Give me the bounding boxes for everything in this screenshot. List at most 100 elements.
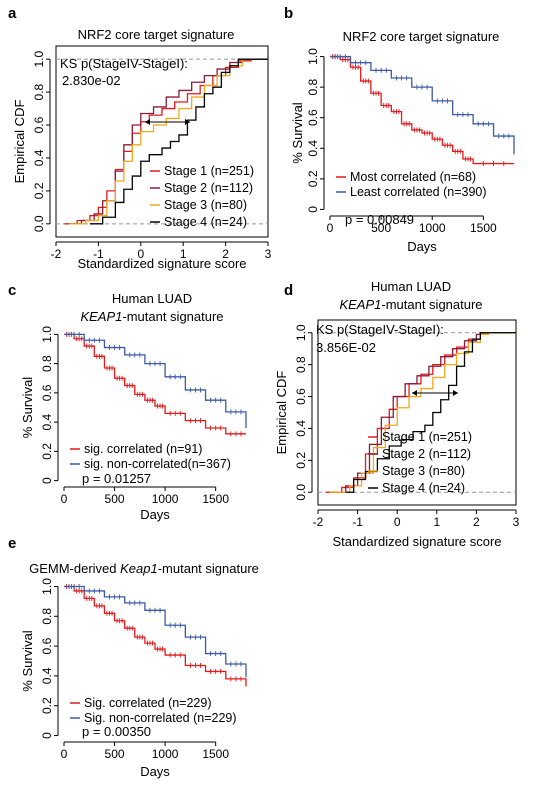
chart-e-x-tick-label: 500 xyxy=(105,747,125,761)
chart-a-ks-value: 2.830e-02 xyxy=(62,73,121,88)
panel-label-e: e xyxy=(8,535,16,552)
chart-a-x-tick-label: -1 xyxy=(93,247,104,261)
chart-c-title-line1: Human LUAD xyxy=(112,291,192,306)
chart-b-y-tick-label: 0.6 xyxy=(306,109,320,126)
chart-e-p-value: p = 0.00350 xyxy=(82,724,151,739)
chart-d-y-tick-label: 1.0 xyxy=(294,324,308,341)
chart-a-series-line-2 xyxy=(68,58,268,225)
panel-label-c: c xyxy=(8,282,16,299)
chart-a-x-tick-label: 0 xyxy=(137,247,144,261)
chart-a-y-tick-label: 0.4 xyxy=(32,149,46,166)
chart-a-y-tick-label: 0.6 xyxy=(32,116,46,133)
chart-d-ks-arrow-head-left xyxy=(412,390,417,396)
chart-a-x-tick-label: 3 xyxy=(265,247,272,261)
chart-b-legend-label-1: Least correlated (n=390) xyxy=(350,185,487,199)
chart-a-series-line-1 xyxy=(68,58,268,225)
panel-label-b: b xyxy=(284,5,293,22)
chart-e-x-tick-label: 1500 xyxy=(202,747,229,761)
chart-b-y-axis-label: % Survival xyxy=(290,102,305,164)
chart-e-y-tick-label: 0.6 xyxy=(40,637,54,654)
chart-d-legend-label-1: Stage 2 (n=112) xyxy=(382,447,471,461)
chart-a-title: NRF2 core target signature xyxy=(78,27,235,42)
chart-d-x-axis: -2 -1 0 1 2 3 xyxy=(313,509,520,529)
chart-d-title-line1: Human LUAD xyxy=(371,279,451,294)
chart-a-y-tick-label: 0.8 xyxy=(32,83,46,100)
chart-c-y-tick-label: 1.0 xyxy=(40,326,54,343)
chart-c-legend-label-1: sig. non-correlated(n=367) xyxy=(84,457,231,471)
chart-d-series-line-0 xyxy=(325,332,516,493)
chart-e-title: GEMM-derived Keap1-mutant signature xyxy=(29,561,259,576)
chart-e-legend-label-0: Sig. correlated (n=229) xyxy=(84,696,212,710)
chart-d-y-tick-label: 0.8 xyxy=(294,356,308,373)
chart-c-x-axis-label: Days xyxy=(140,507,170,522)
chart-b-x-axis: 0 500 1000 1500 xyxy=(327,215,497,235)
chart-d-x-tick-label: 0 xyxy=(394,515,401,529)
chart-d-y-tick-label: 0.4 xyxy=(294,420,308,437)
chart-b-series-line-1 xyxy=(330,55,515,155)
chart-c-x-tick-label: 500 xyxy=(105,492,125,506)
chart-e-legend: Sig. correlated (n=229)Sig. non-correlat… xyxy=(70,696,237,725)
chart-e-series-line-0 xyxy=(64,585,247,687)
chart-d-x-tick-label: -1 xyxy=(352,515,363,529)
chart-c-y-tick-label: 0 xyxy=(40,477,54,484)
chart-a-y-axis: 0.0 0.2 0.4 0.6 0.8 1.0 xyxy=(32,51,51,232)
chart-e-y-tick-label: 0.2 xyxy=(40,697,54,714)
chart-a-ks-arrow-head-right xyxy=(185,119,190,125)
chart-c-y-axis-label: % Survival xyxy=(20,377,35,439)
chart-c-x-tick-label: 1000 xyxy=(152,492,179,506)
chart-d-y-tick-label: 0.2 xyxy=(294,452,308,469)
chart-a-plot-frame xyxy=(55,45,269,238)
chart-e-title-part-0: GEMM-derived xyxy=(29,561,120,576)
chart-b-x-tick-label: 500 xyxy=(371,221,391,235)
chart-c-title-line2-part-1: -mutant signature xyxy=(122,309,223,324)
chart-e-x-tick-label: 0 xyxy=(61,747,68,761)
chart-d-ks-arrow-head-right xyxy=(453,390,458,396)
chart-b-x-tick-label: 0 xyxy=(327,221,334,235)
chart-e-y-tick-label: 0.8 xyxy=(40,608,54,625)
chart-b-p-value: p = 0.00849 xyxy=(345,212,414,227)
chart-d-y-axis-label: Empirical CDF xyxy=(274,371,289,455)
chart-e-y-tick-label: 1.0 xyxy=(40,578,54,595)
chart-d-y-tick-label: 0.0 xyxy=(294,484,308,501)
chart-a-x-tick-label: 2 xyxy=(222,247,229,261)
chart-d-y-tick-label: 0.6 xyxy=(294,388,308,405)
chart-a-y-tick-label: 0.2 xyxy=(32,182,46,199)
chart-b-y-tick-label: 0 xyxy=(306,206,320,213)
chart-b-y-tick-label: 0.2 xyxy=(306,170,320,187)
chart-c-series-line-1 xyxy=(64,333,247,428)
chart-b-x-axis-label: Days xyxy=(407,239,437,254)
chart-b-x-tick-label: 1500 xyxy=(470,221,497,235)
chart-b-legend-label-0: Most correlated (n=68) xyxy=(350,170,476,184)
chart-d-y-axis: 0.0 0.2 0.4 0.6 0.8 1.0 xyxy=(294,324,313,501)
chart-b-y-tick-label: 1.0 xyxy=(306,48,320,65)
chart-d-title-line2-part-1: -mutant signature xyxy=(381,297,482,312)
chart-d-ks-label: KS p(StageIV-StageI): xyxy=(316,322,444,337)
chart-c-y-tick-label: 0.8 xyxy=(40,355,54,372)
chart-b-series-line-0 xyxy=(330,55,514,165)
chart-b-title: NRF2 core target signature xyxy=(343,29,500,44)
chart-e-x-axis: 0 500 1000 1500 xyxy=(61,741,229,761)
chart-e-y-axis: 0 0.2 0.4 0.6 0.8 1.0 xyxy=(40,578,59,739)
chart-a-y-axis-label: Empirical CDF xyxy=(12,100,27,184)
chart-d-title-line2: KEAP1-mutant signature xyxy=(339,297,482,312)
chart-c-y-tick-label: 0.6 xyxy=(40,384,54,401)
chart-c-x-tick-label: 1500 xyxy=(202,492,229,506)
chart-d-ks-value: 3.856E-02 xyxy=(316,340,376,355)
chart-d-legend: Stage 1 (n=251) Stage 2 (n=112) Stage 3 (n… xyxy=(368,430,472,495)
chart-c-legend-label-0: sig. correlated (n=91) xyxy=(84,442,202,456)
chart-d-title-line2-part-0: KEAP1 xyxy=(339,297,381,312)
chart-a-legend: Stage 1 (n=251) Stage 2 (n=112) Stage 3 (n… xyxy=(150,164,254,229)
chart-a-x-tick-label: -2 xyxy=(51,247,62,261)
chart-c-y-tick-label: 0.4 xyxy=(40,413,54,430)
chart-e-title-part-1: Keap1 xyxy=(120,561,158,576)
chart-d-x-tick-label: 2 xyxy=(473,515,480,529)
chart-d-x-tick-label: 3 xyxy=(513,515,520,529)
chart-e-series-line-1 xyxy=(64,585,247,678)
chart-c-p-value: p = 0.01257 xyxy=(82,471,151,486)
chart-e-x-tick-label: 1000 xyxy=(152,747,179,761)
chart-e-y-tick-label: 0.4 xyxy=(40,667,54,684)
chart-a-x-axis-label: Standardized signature score xyxy=(77,256,246,271)
chart-a-ks-arrow-head-left xyxy=(145,119,150,125)
chart-a-x-axis: -2 -1 0 1 2 3 xyxy=(51,241,272,261)
